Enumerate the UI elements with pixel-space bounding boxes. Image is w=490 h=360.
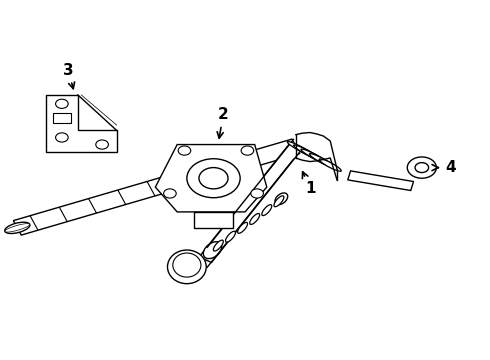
Ellipse shape [203, 242, 222, 258]
Ellipse shape [251, 189, 264, 198]
Ellipse shape [287, 141, 317, 158]
Ellipse shape [55, 133, 68, 142]
Ellipse shape [407, 157, 437, 178]
Ellipse shape [294, 145, 326, 163]
Ellipse shape [225, 231, 235, 242]
Ellipse shape [238, 222, 247, 233]
Ellipse shape [187, 159, 240, 198]
Ellipse shape [319, 159, 341, 171]
Text: 3: 3 [63, 63, 74, 89]
Polygon shape [13, 139, 300, 235]
Ellipse shape [178, 146, 191, 155]
Polygon shape [348, 171, 414, 190]
Ellipse shape [415, 163, 429, 172]
Ellipse shape [275, 193, 288, 204]
Ellipse shape [5, 224, 30, 232]
Ellipse shape [274, 196, 284, 207]
Ellipse shape [241, 146, 254, 155]
Polygon shape [47, 95, 117, 152]
Ellipse shape [55, 99, 68, 108]
Text: 4: 4 [432, 160, 456, 175]
Polygon shape [194, 212, 233, 228]
Ellipse shape [250, 213, 260, 224]
Text: 1: 1 [302, 172, 316, 196]
Polygon shape [199, 144, 302, 262]
Ellipse shape [5, 222, 30, 234]
Ellipse shape [96, 140, 108, 149]
Ellipse shape [164, 189, 176, 198]
Ellipse shape [173, 253, 201, 277]
Ellipse shape [262, 205, 272, 216]
Text: 2: 2 [217, 107, 228, 138]
Ellipse shape [168, 250, 206, 284]
Ellipse shape [301, 149, 332, 166]
Polygon shape [53, 113, 71, 123]
Ellipse shape [214, 240, 223, 251]
Ellipse shape [309, 154, 338, 169]
Ellipse shape [199, 168, 228, 189]
Polygon shape [155, 145, 267, 212]
